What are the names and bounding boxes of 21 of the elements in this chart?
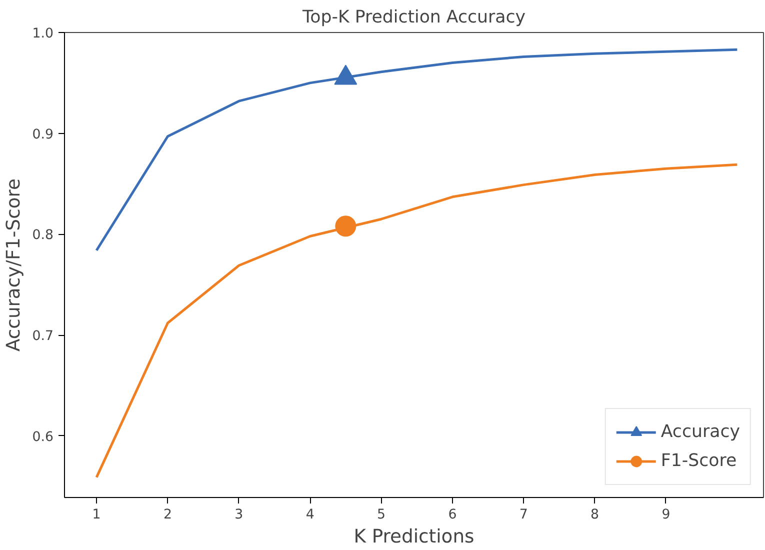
- y-tick-label: 0.9: [32, 127, 54, 142]
- x-tick-label: 9: [662, 508, 670, 522]
- chart-title: Top-K Prediction Accuracy: [301, 8, 526, 28]
- y-tick-label: 0.8: [32, 228, 54, 244]
- y-tick-label: 0.7: [32, 329, 54, 344]
- legend-label: Accuracy: [660, 422, 740, 442]
- x-tick-label: 3: [234, 508, 244, 522]
- y-axis-title: Accuracy/F1-Score: [3, 178, 24, 352]
- x-tick-label: 5: [377, 508, 386, 522]
- line-series: [95, 163, 738, 479]
- y-tick-label: 0.6: [32, 430, 54, 445]
- x-axis-title: K Predictions: [354, 526, 474, 548]
- x-tick-label: 1: [92, 508, 101, 522]
- legend-label: F1-Score: [660, 451, 737, 471]
- x-tick-label: 8: [590, 508, 600, 522]
- x-tick-label: 4: [306, 508, 314, 522]
- line-series: [95, 48, 738, 252]
- x-tick-label: 7: [519, 508, 528, 522]
- y-tick-label: 1.0: [32, 26, 54, 42]
- x-tick-label: 2: [163, 508, 172, 522]
- x-tick-label: 6: [448, 508, 457, 522]
